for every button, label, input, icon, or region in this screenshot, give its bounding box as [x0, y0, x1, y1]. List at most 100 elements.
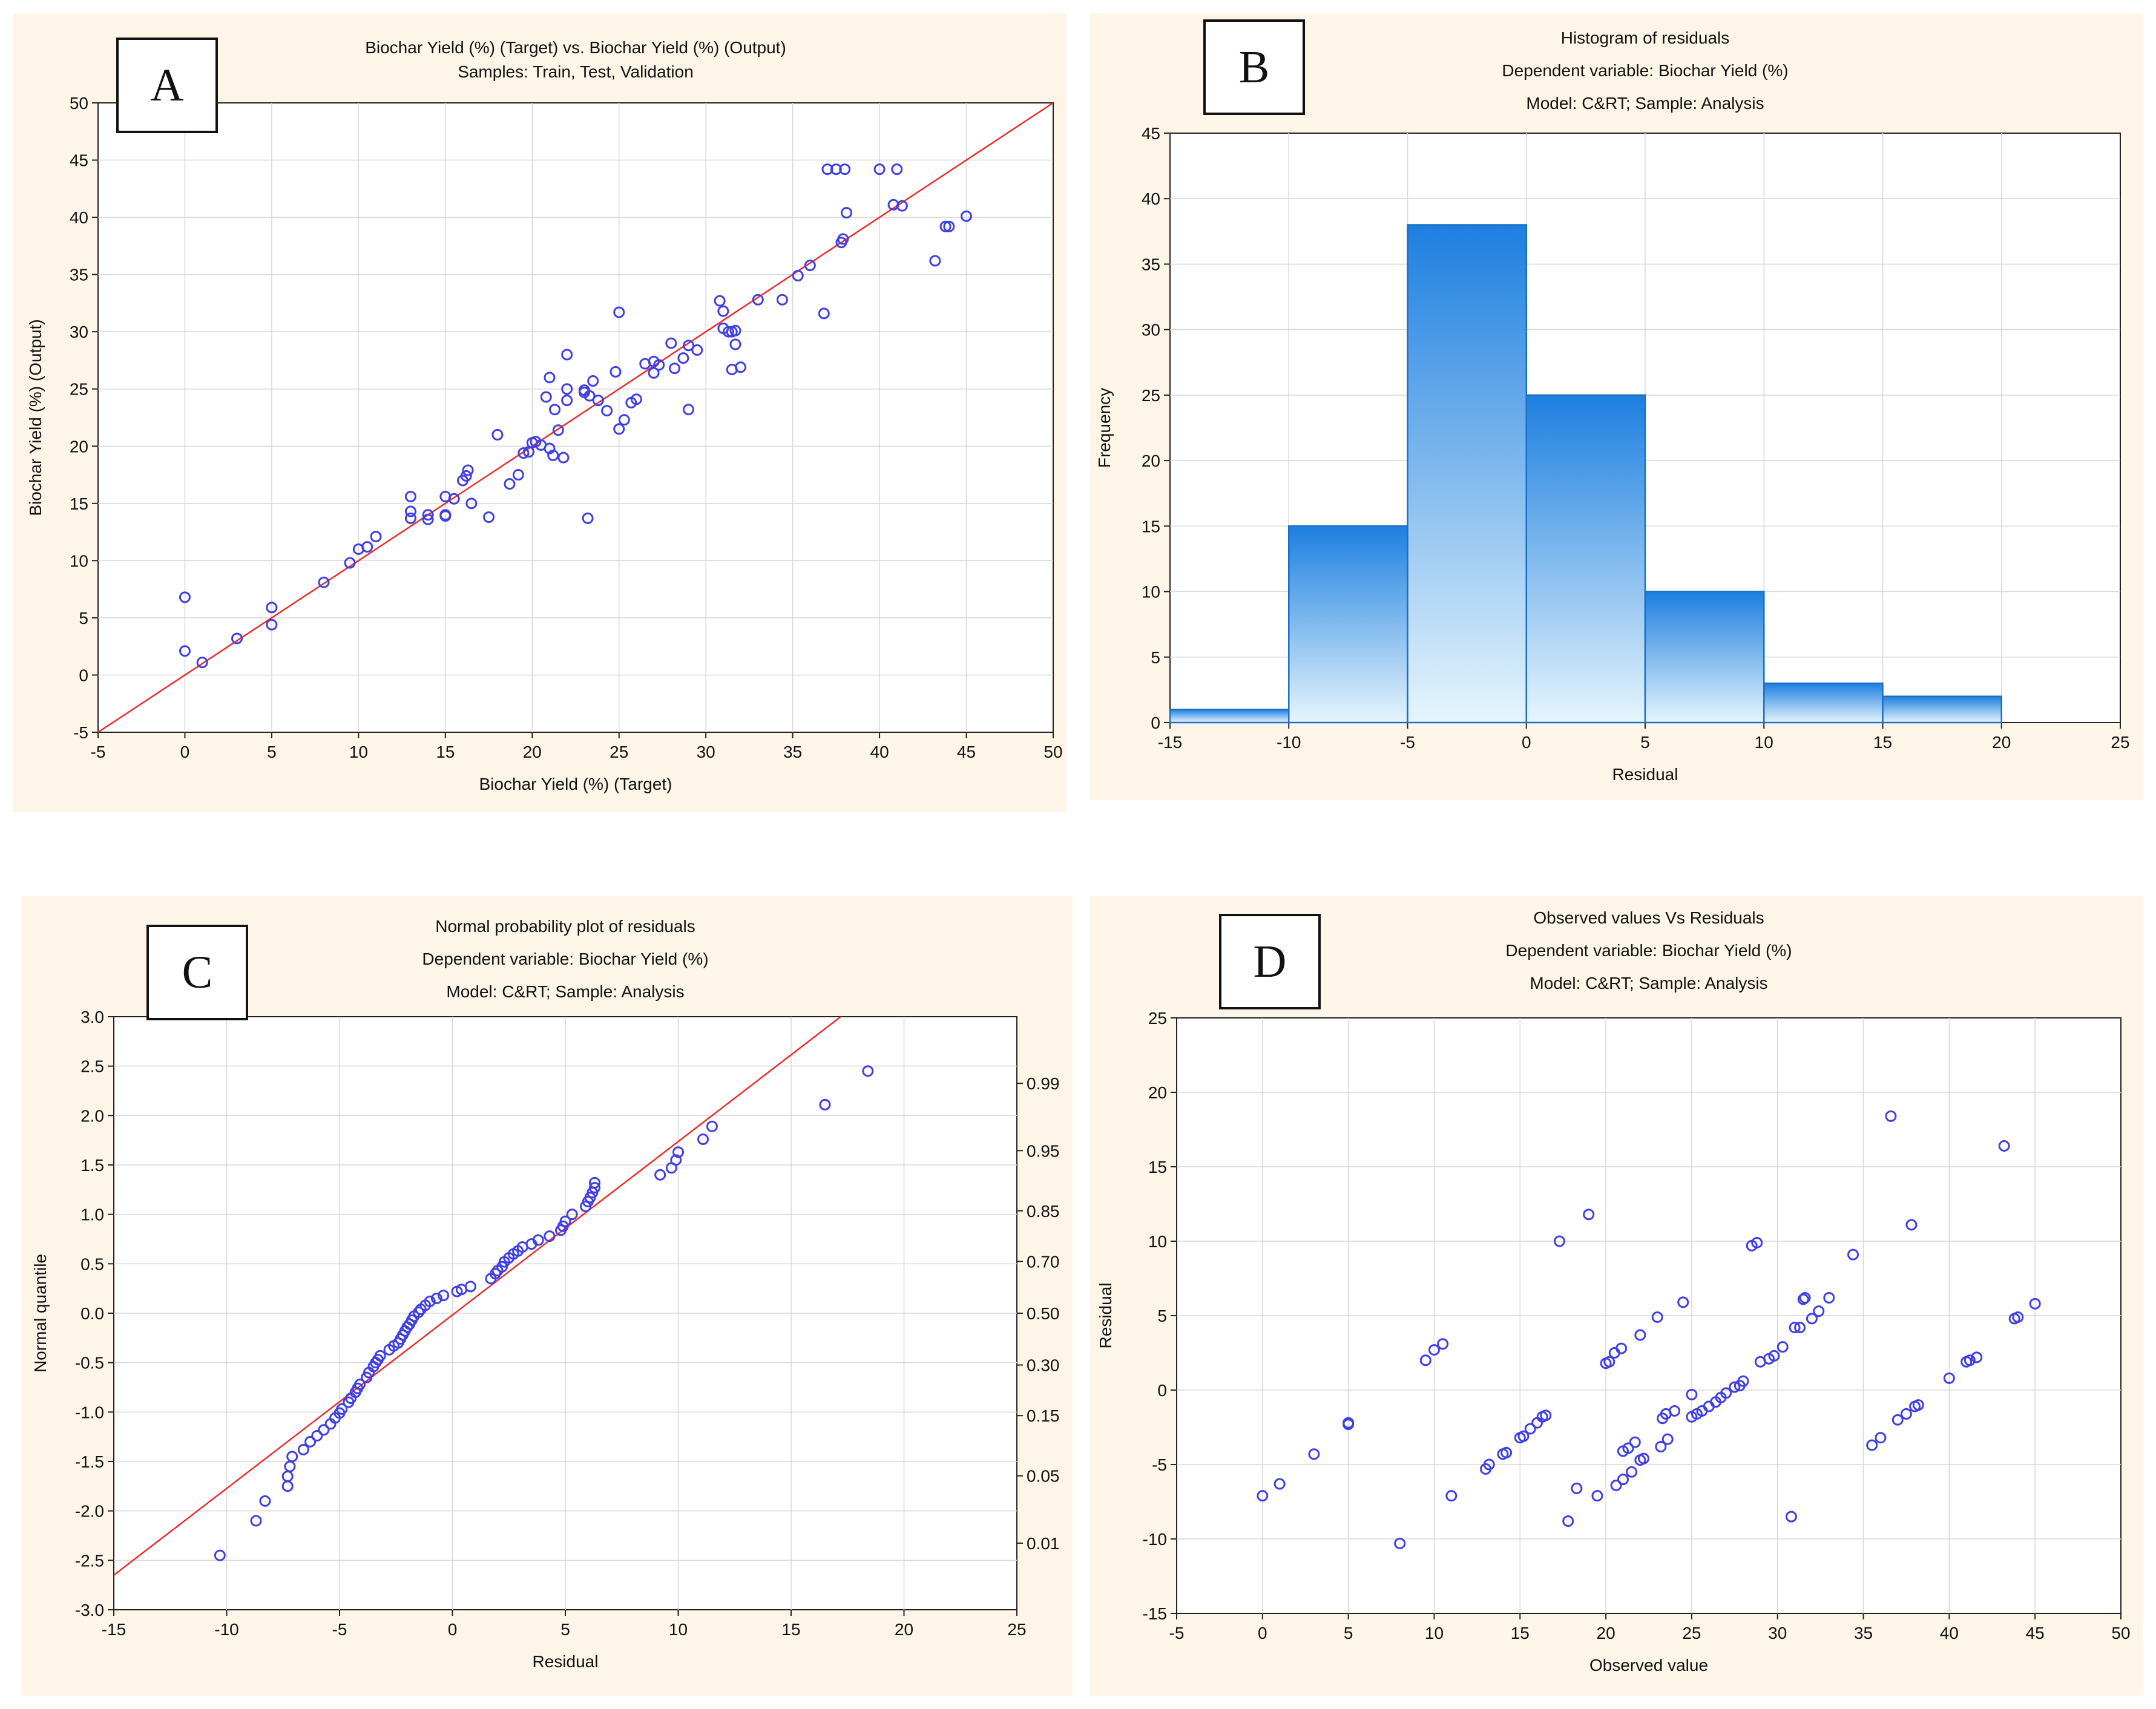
data-point — [592, 395, 604, 407]
data-point — [438, 1290, 450, 1302]
chart-d-xtick-label: 50 — [2111, 1624, 2130, 1642]
data-point — [464, 1281, 476, 1293]
data-point — [1637, 1452, 1649, 1465]
chart-b-ytick-label: 5 — [1151, 648, 1160, 667]
data-point — [547, 449, 559, 461]
data-point — [2029, 1297, 2041, 1310]
data-point — [552, 424, 564, 436]
data-point — [1813, 1305, 1825, 1317]
chart-d-ytick-label: 5 — [1157, 1307, 1167, 1325]
data-point — [841, 207, 853, 219]
chart-d-xtick-label: 30 — [1768, 1624, 1787, 1642]
chart-d-ytick-label: 15 — [1148, 1158, 1167, 1176]
chart-d-xtick-label: 40 — [1940, 1624, 1959, 1642]
chart-a-ytick-label: 30 — [70, 323, 88, 341]
data-point — [179, 645, 191, 657]
chart-a-xtick-label: 30 — [697, 743, 715, 761]
chart-b-ytick-label: 30 — [1142, 321, 1160, 340]
histogram-bar — [1169, 709, 1290, 724]
data-point — [1591, 1490, 1603, 1502]
data-point — [601, 405, 613, 417]
chart-b-ytick-label: 0 — [1151, 713, 1160, 732]
data-point — [1900, 1408, 1912, 1420]
data-point — [1629, 1436, 1641, 1448]
data-point — [561, 383, 573, 395]
data-point — [504, 478, 516, 490]
data-point — [1626, 1466, 1638, 1478]
chart-a-ytick-label: 10 — [70, 551, 88, 570]
data-point — [1806, 1313, 1818, 1325]
data-point — [587, 375, 599, 387]
data-point — [821, 163, 833, 175]
data-point — [439, 510, 452, 522]
panel-d: Observed values Vs Residuals Dependent va… — [1090, 896, 2143, 1696]
chart-b-xtick-label: -10 — [1277, 733, 1301, 752]
data-point — [697, 1133, 709, 1146]
data-point — [610, 366, 622, 378]
data-point — [839, 163, 851, 175]
data-point — [544, 372, 556, 384]
data-point — [336, 1403, 348, 1415]
data-point — [1964, 1354, 1976, 1366]
chart-a-xlabel: Biochar Yield (%) (Target) — [479, 775, 672, 793]
chart-c-xlabel: Residual — [533, 1652, 599, 1671]
chart-c-ytick-label: -1.0 — [75, 1403, 104, 1422]
data-point — [489, 1268, 501, 1280]
data-point — [297, 1443, 309, 1455]
data-point — [669, 362, 681, 375]
data-point — [1751, 1236, 1763, 1248]
chart-c-xtick-label: -15 — [102, 1620, 126, 1639]
data-point — [717, 305, 729, 317]
histogram-bar — [1525, 394, 1646, 724]
chart-a-ytick-label: 15 — [70, 494, 88, 513]
data-point — [462, 464, 474, 476]
data-point — [557, 451, 570, 464]
chart-d-xtick-label: 10 — [1425, 1624, 1444, 1642]
chart-a-xtick-label: 15 — [436, 743, 455, 761]
data-point — [653, 359, 665, 371]
chart-c-ytick-label: -0.5 — [75, 1354, 104, 1373]
chart-a-ytick-label: 0 — [79, 666, 88, 684]
data-point — [648, 367, 660, 379]
chart-a-ytick-label: 50 — [70, 94, 88, 113]
data-point — [961, 210, 973, 222]
chart-d-ytick-label: 25 — [1148, 1009, 1167, 1028]
chart-c-xtick-label: 25 — [1007, 1620, 1026, 1639]
chart-b-ytick-label: 25 — [1142, 386, 1160, 405]
chart-c-rtick-label: 0.85 — [1027, 1202, 1060, 1221]
chart-a-xtick-label: 20 — [523, 743, 542, 761]
chart-d-ytick-label: 20 — [1148, 1083, 1167, 1102]
chart-c-rtick-label: 0.05 — [1027, 1467, 1060, 1486]
data-point — [1603, 1356, 1615, 1368]
chart-c-xtick-label: -5 — [332, 1620, 347, 1639]
data-point — [1737, 1375, 1749, 1387]
data-point — [318, 576, 330, 588]
data-point — [374, 1350, 386, 1362]
data-point — [1428, 1344, 1440, 1356]
data-point — [752, 294, 764, 306]
data-point — [682, 404, 694, 416]
chart-d-title-1: Dependent variable: Biochar Yield (%) — [1505, 941, 1792, 960]
chart-c-ytick-label: -2.5 — [75, 1551, 104, 1570]
chart-c-ytick-label: 2.0 — [81, 1106, 104, 1125]
chart-b-xtick-label: -5 — [1400, 733, 1415, 752]
chart-d-xtick-label: 15 — [1511, 1624, 1530, 1642]
chart-c-rtick-label: 0.30 — [1027, 1356, 1060, 1375]
chart-a-xtick-label: -5 — [91, 743, 106, 761]
data-point — [179, 591, 191, 603]
data-point — [318, 1424, 330, 1436]
data-point — [672, 1146, 684, 1158]
chart-d-ytick-label: -15 — [1143, 1604, 1167, 1623]
data-point — [424, 1295, 436, 1307]
data-point — [361, 541, 373, 553]
chart-c-title-1: Dependent variable: Biochar Yield (%) — [422, 950, 708, 968]
data-point — [404, 490, 416, 502]
chart-a-title-1: Samples: Train, Test, Validation — [458, 62, 694, 81]
data-point — [1729, 1381, 1741, 1393]
chart-a-title-0: Biochar Yield (%) (Target) vs. Biochar Y… — [365, 38, 786, 57]
data-point — [1768, 1350, 1780, 1362]
chart-a-xtick-label: 10 — [349, 743, 368, 761]
data-point — [613, 306, 625, 318]
chart-d-ytick-label: 10 — [1148, 1232, 1167, 1251]
chart-b-ytick-label: 10 — [1142, 583, 1160, 602]
